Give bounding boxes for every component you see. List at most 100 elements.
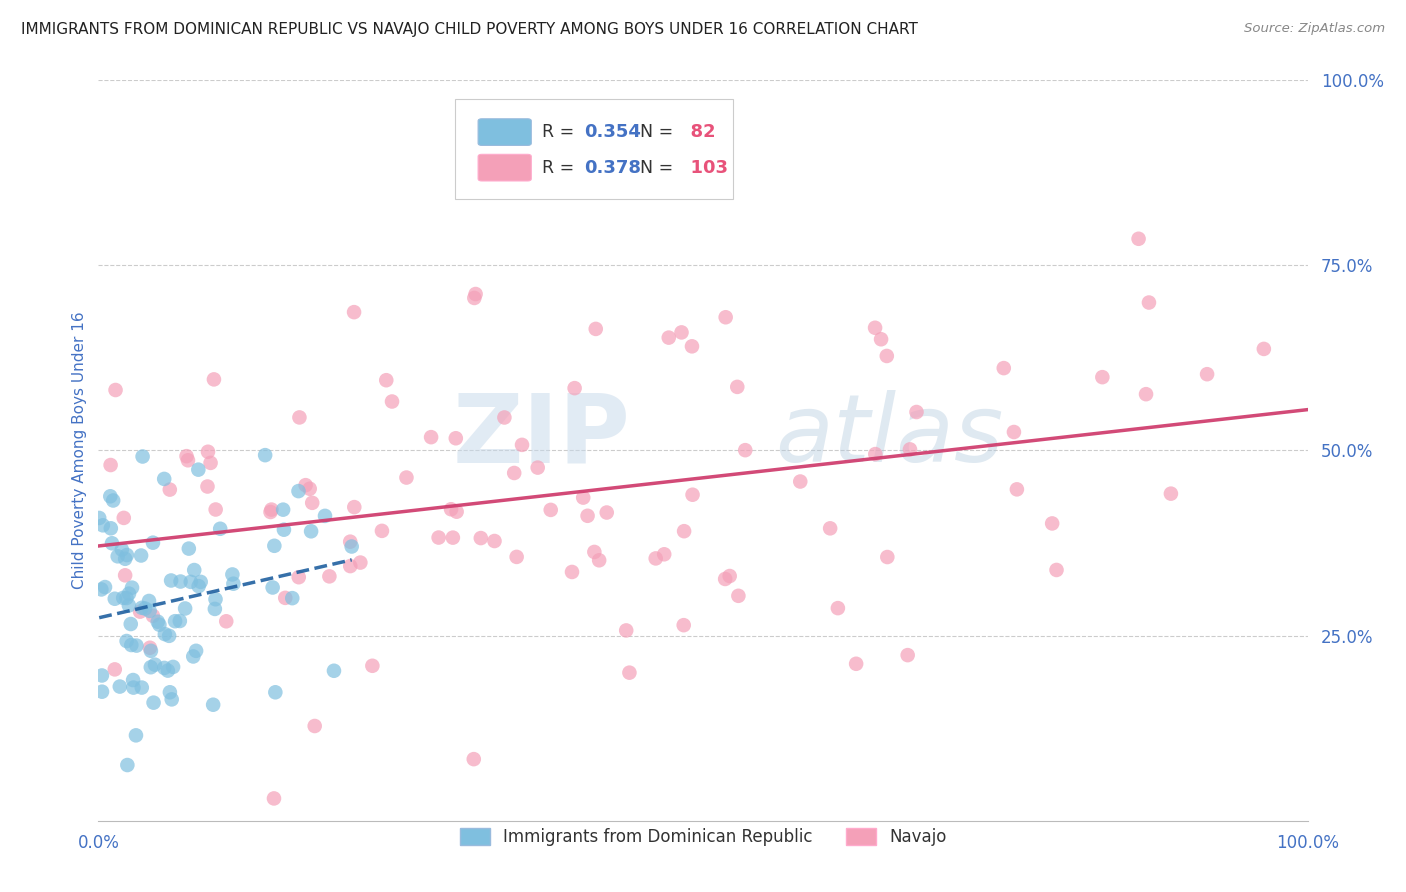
Point (673, 524, 696, 538)
FancyBboxPatch shape (456, 99, 734, 199)
Point (115, 634, 138, 648)
Point (169, 574, 191, 589)
Point (122, 673, 145, 687)
Point (120, 617, 142, 632)
Point (274, 591, 297, 605)
Legend: Immigrants from Dominican Republic, Navajo: Immigrants from Dominican Republic, Nava… (453, 822, 953, 853)
Text: 0.378: 0.378 (585, 159, 641, 177)
Point (263, 791, 285, 805)
Point (652, 547, 675, 561)
Point (658, 331, 681, 345)
Point (304, 719, 326, 733)
Point (505, 549, 527, 564)
Point (112, 511, 135, 525)
Point (561, 565, 583, 579)
Point (139, 660, 162, 674)
Point (484, 534, 506, 549)
Point (153, 661, 176, 675)
Y-axis label: Child Poverty Among Boys Under 16: Child Poverty Among Boys Under 16 (72, 311, 87, 590)
Point (1137, 295, 1160, 310)
Point (104, 591, 127, 606)
Point (148, 617, 170, 632)
Point (440, 502, 463, 516)
Point (898, 442, 921, 457)
Point (112, 591, 135, 605)
Point (120, 638, 142, 652)
Point (115, 548, 138, 562)
Point (177, 453, 200, 467)
Point (340, 540, 363, 554)
Point (470, 531, 492, 545)
Point (254, 448, 277, 462)
Point (343, 305, 366, 319)
Point (876, 349, 898, 363)
Point (343, 500, 366, 515)
Point (197, 444, 219, 458)
Point (1197, 367, 1219, 381)
Point (287, 484, 309, 499)
Point (108, 680, 131, 694)
Point (314, 508, 336, 523)
Point (131, 450, 153, 464)
Text: N =: N = (640, 159, 679, 177)
Point (375, 373, 398, 387)
Text: 103: 103 (678, 159, 728, 177)
Point (682, 488, 704, 502)
Point (160, 692, 183, 706)
Point (288, 410, 311, 425)
Point (91, 518, 114, 533)
Point (526, 460, 548, 475)
FancyBboxPatch shape (478, 119, 531, 145)
Point (89, 511, 111, 525)
Point (90, 582, 112, 597)
FancyBboxPatch shape (478, 154, 531, 181)
Point (734, 443, 756, 458)
Point (104, 383, 127, 397)
Point (165, 614, 187, 628)
Point (644, 551, 666, 566)
Point (444, 431, 467, 445)
Point (298, 482, 321, 496)
Point (1253, 342, 1275, 356)
Point (162, 660, 184, 674)
Point (101, 536, 124, 550)
Point (1091, 370, 1114, 384)
Point (114, 568, 136, 582)
Text: N =: N = (640, 123, 679, 141)
Point (714, 310, 737, 325)
Point (159, 483, 181, 497)
Point (159, 685, 181, 699)
Point (202, 698, 225, 712)
Point (420, 430, 443, 444)
Point (143, 657, 166, 672)
Point (273, 523, 295, 537)
Point (427, 531, 450, 545)
Point (160, 574, 183, 588)
Text: IMMIGRANTS FROM DOMINICAN REPUBLIC VS NAVAJO CHILD POVERTY AMONG BOYS UNDER 16 C: IMMIGRANTS FROM DOMINICAN REPUBLIC VS NA… (21, 22, 918, 37)
Point (200, 456, 222, 470)
Point (183, 563, 205, 577)
Point (1002, 425, 1025, 439)
Point (117, 758, 139, 772)
Point (204, 502, 226, 516)
Point (789, 475, 811, 489)
Point (104, 662, 127, 676)
Point (671, 326, 693, 340)
Point (672, 618, 695, 632)
Point (180, 574, 202, 589)
Point (596, 506, 619, 520)
Point (718, 569, 741, 583)
Point (100, 458, 122, 472)
Point (121, 581, 143, 595)
Point (865, 447, 887, 461)
Point (118, 599, 141, 613)
Point (870, 332, 893, 346)
Point (187, 579, 209, 593)
Point (1160, 486, 1182, 500)
Point (177, 541, 200, 556)
Point (876, 549, 898, 564)
Point (204, 592, 226, 607)
Point (259, 505, 281, 519)
Point (115, 591, 138, 605)
Point (494, 410, 516, 425)
